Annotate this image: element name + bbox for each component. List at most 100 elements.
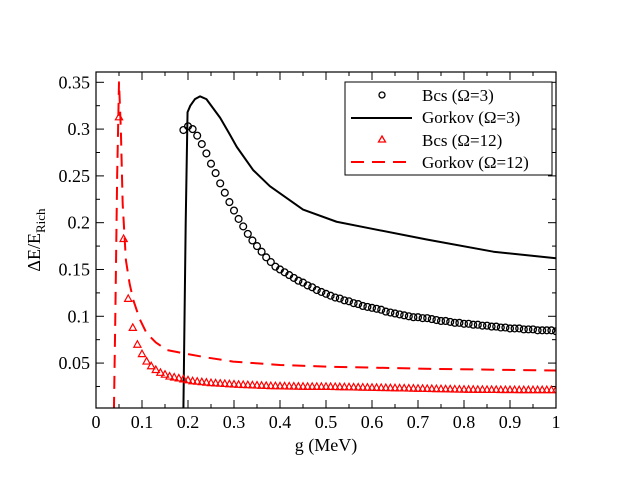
data-point-triangle (256, 380, 267, 389)
data-point-circle (404, 312, 413, 321)
data-point-circle (202, 149, 211, 158)
data-point-triangle (307, 381, 317, 390)
data-point-circle (418, 314, 427, 323)
data-point-circle (257, 247, 266, 256)
data-point-circle (340, 296, 349, 305)
x-tick-label: 0 (92, 412, 101, 432)
data-point-circle (266, 257, 275, 267)
data-point-triangle (169, 372, 179, 381)
data-point-triangle (215, 378, 225, 387)
data-point-circle (450, 318, 459, 327)
data-point-triangle (371, 382, 382, 391)
data-point-circle (381, 307, 390, 316)
data-point-triangle (440, 384, 451, 393)
data-point-circle (197, 140, 206, 149)
data-point-circle (496, 323, 505, 332)
data-point-triangle (123, 293, 133, 302)
data-point-triangle (229, 379, 239, 388)
x-tick-label: 0.1 (131, 412, 154, 432)
data-point-triangle (505, 384, 515, 394)
data-point-triangle (275, 381, 285, 390)
data-point-triangle (238, 379, 248, 389)
data-point-circle (524, 325, 533, 334)
y-tick-label: 0.3 (68, 119, 91, 139)
data-point-triangle (399, 383, 409, 392)
data-point-triangle (261, 380, 271, 390)
data-point-triangle (284, 381, 294, 390)
series-line-3 (112, 81, 556, 408)
data-point-triangle (431, 383, 442, 393)
x-tick-label: 0.6 (361, 412, 384, 432)
data-point-triangle (500, 384, 511, 394)
data-point-triangle (330, 381, 340, 391)
data-point-triangle (312, 381, 322, 390)
data-point-triangle (298, 381, 308, 390)
data-point-circle (193, 131, 202, 140)
data-point-triangle (335, 381, 345, 391)
data-point-triangle (174, 373, 184, 382)
data-point-triangle (542, 384, 552, 394)
data-point-triangle (344, 382, 354, 391)
data-point-circle (317, 287, 326, 296)
data-point-triangle (325, 381, 336, 391)
data-point-triangle (519, 384, 529, 394)
data-point-circle (487, 322, 496, 331)
data-point-triangle (413, 383, 423, 392)
data-point-triangle (289, 381, 299, 390)
data-point-triangle (468, 384, 478, 393)
data-point-circle (505, 324, 515, 333)
data-point-triangle (436, 383, 446, 393)
data-point-circle (386, 308, 395, 317)
data-point-triangle (201, 377, 212, 386)
data-point-circle (349, 299, 358, 308)
data-point-circle (427, 315, 436, 324)
data-point-circle (455, 318, 464, 327)
data-point-triangle (302, 381, 313, 390)
data-point-circle (367, 303, 377, 312)
data-point-triangle (408, 383, 419, 392)
legend-label-bcs-omega12: Bcs (Ω=12) (422, 131, 502, 150)
data-point-circle (446, 317, 455, 326)
data-point-circle (211, 169, 220, 178)
data-point-circle (234, 214, 243, 223)
data-point-circle (377, 305, 386, 314)
data-point-circle (542, 326, 551, 335)
data-point-triangle (183, 375, 193, 384)
data-point-triangle (224, 379, 235, 388)
x-tick-label: 0.3 (223, 412, 246, 432)
data-point-circle (538, 326, 547, 335)
data-point-circle (510, 324, 519, 333)
data-point-triangle (532, 384, 543, 394)
data-point-triangle (247, 380, 258, 389)
data-point-triangle (482, 384, 492, 394)
data-point-triangle (473, 384, 483, 393)
data-point-triangle (118, 233, 129, 243)
data-point-circle (262, 253, 271, 262)
x-tick-label: 0.2 (177, 412, 200, 432)
data-point-circle (248, 236, 257, 245)
plot-frame (95, 71, 557, 409)
data-point-triangle (178, 374, 189, 383)
y-tick-label: 0.1 (68, 306, 91, 326)
data-point-triangle (367, 382, 377, 391)
data-point-triangle (358, 382, 368, 391)
data-point-circle (459, 319, 469, 328)
data-point-circle (188, 125, 197, 134)
data-point-triangle (137, 348, 147, 358)
data-point-triangle (220, 378, 230, 388)
data-point-triangle (141, 356, 152, 365)
data-point-circle (482, 321, 492, 330)
data-point-circle (252, 242, 262, 251)
data-point-circle (229, 206, 239, 215)
data-point-triangle (491, 384, 501, 394)
data-point-circle (335, 294, 344, 303)
axis-ticks (95, 72, 557, 408)
data-point-triangle (417, 383, 428, 392)
data-point-circle (363, 302, 372, 311)
data-point-circle (515, 324, 524, 333)
data-point-circle (423, 314, 432, 323)
data-point-triangle (270, 380, 281, 390)
y-tick-label: 0.35 (59, 72, 91, 92)
data-point-triangle (454, 384, 465, 393)
data-point-triangle (206, 377, 216, 387)
